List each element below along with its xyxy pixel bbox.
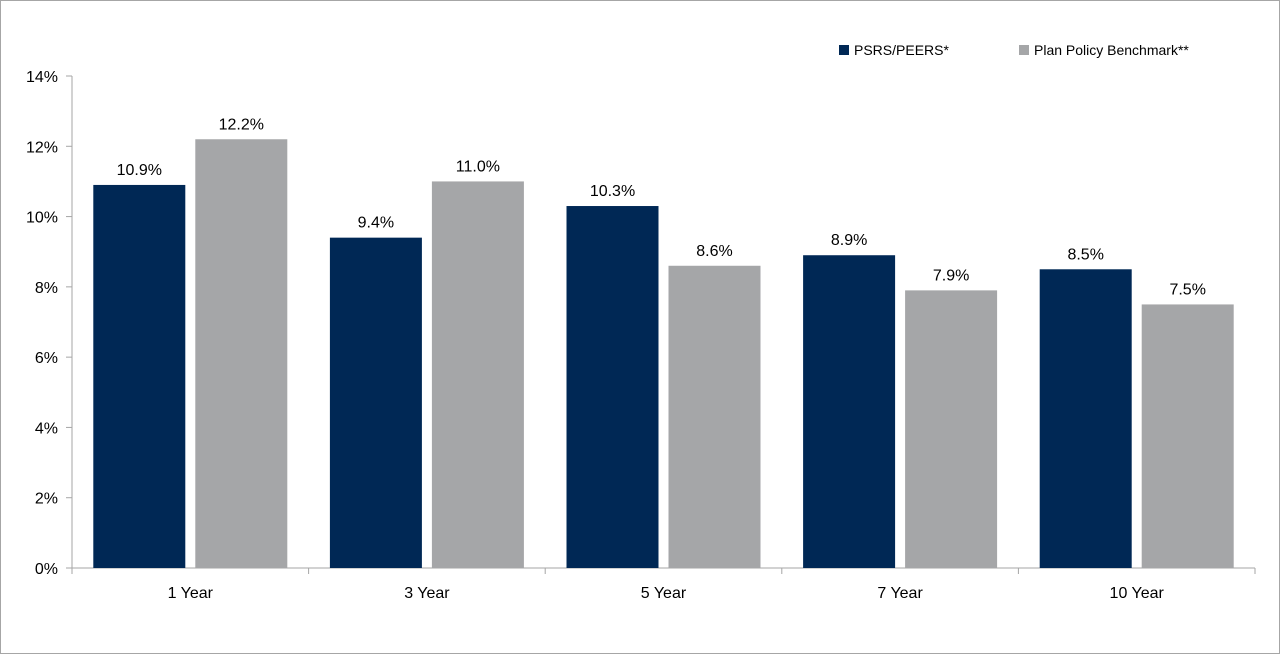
data-label-plan-policy-benchmark-7-year: 7.9% [933, 267, 969, 284]
bars [93, 139, 1234, 568]
y-tick-label: 2% [35, 491, 58, 508]
y-tick-label: 0% [35, 561, 58, 578]
bar-psrs-peers-5-year [566, 206, 659, 568]
y-axis: 0% 2% 4% 6% 8% 10% 12% 14% [26, 69, 73, 578]
x-tick-label-7-year: 7 Year [877, 585, 923, 602]
bar-plan-policy-benchmark-10-year [1141, 304, 1234, 568]
data-label-psrs-peers-3-year: 9.4% [358, 215, 394, 232]
bar-plan-policy-benchmark-3-year [431, 181, 524, 568]
y-tick-label: 6% [35, 350, 58, 367]
data-label-plan-policy-benchmark-10-year: 7.5% [1169, 281, 1205, 298]
y-tick-label: 8% [35, 280, 58, 297]
bar-plan-policy-benchmark-5-year [668, 265, 761, 568]
y-tick-label: 12% [26, 139, 58, 156]
x-tick-label-5-year: 5 Year [641, 585, 687, 602]
data-label-plan-policy-benchmark-3-year: 11.0% [456, 158, 500, 175]
x-tick-label-3-year: 3 Year [404, 585, 450, 602]
data-label-psrs-peers-10-year: 8.5% [1067, 246, 1103, 263]
y-tick-label: 14% [26, 69, 58, 86]
x-axis: 1 Year 3 Year 5 Year 7 Year 10 Year [71, 567, 1256, 602]
legend-swatch-plan-policy-benchmark [1019, 45, 1029, 55]
bar-plan-policy-benchmark-1-year [195, 139, 288, 568]
data-label-plan-policy-benchmark-1-year: 12.2% [219, 116, 264, 133]
bar-psrs-peers-10-year [1039, 269, 1132, 568]
data-label-psrs-peers-5-year: 10.3% [590, 183, 635, 200]
legend-label-plan-policy-benchmark: Plan Policy Benchmark** [1034, 42, 1189, 58]
bar-psrs-peers-7-year [803, 255, 896, 568]
data-label-plan-policy-benchmark-5-year: 8.6% [696, 243, 732, 260]
y-tick-label: 4% [35, 420, 58, 437]
legend: PSRS/PEERS* Plan Policy Benchmark** [839, 42, 1189, 58]
bar-psrs-peers-1-year [93, 184, 186, 568]
legend-label-psrs-peers: PSRS/PEERS* [854, 42, 949, 58]
data-label-psrs-peers-7-year: 8.9% [831, 232, 867, 249]
bar-psrs-peers-3-year [329, 237, 422, 568]
legend-swatch-psrs-peers [839, 45, 849, 55]
data-label-psrs-peers-1-year: 10.9% [117, 162, 162, 179]
x-tick-label-1-year: 1 Year [168, 585, 214, 602]
x-tick-label-10-year: 10 Year [1110, 585, 1165, 602]
data-labels: 10.9% 12.2% 9.4% 11.0% 10.3% 8.6% 8.9% 7.9% 8.5%… [117, 116, 1206, 298]
y-tick-label: 10% [26, 210, 58, 227]
bar-plan-policy-benchmark-7-year [905, 290, 998, 568]
